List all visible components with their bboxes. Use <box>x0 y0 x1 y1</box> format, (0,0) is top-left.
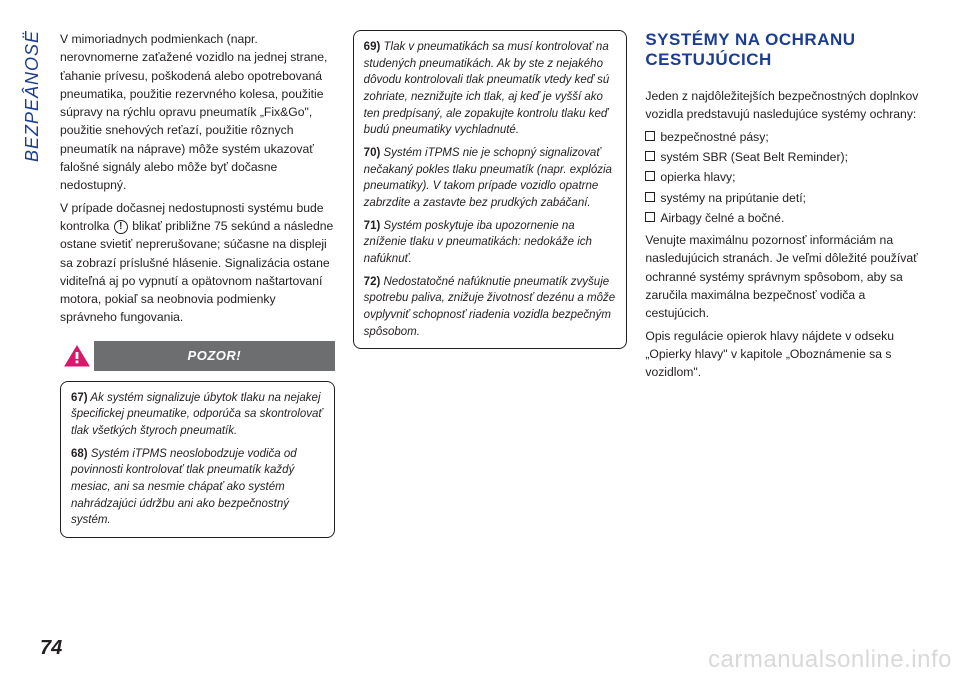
list-item: bezpečnostné pásy; <box>645 128 920 146</box>
note-70: 70) Systém iTPMS nie je schopný signaliz… <box>364 145 617 212</box>
note-71: 71) Systém poskytuje iba upozornenie na … <box>364 218 617 268</box>
column-1: V mimoriadnych podmienkach (napr. nerovn… <box>60 30 335 620</box>
note-number: 68) <box>71 448 88 460</box>
attention-label: POZOR! <box>94 346 335 366</box>
note-number: 72) <box>364 276 381 288</box>
list-item: opierka hlavy; <box>645 168 920 186</box>
square-bullet-icon <box>645 212 655 222</box>
note-number: 69) <box>364 41 381 53</box>
list-item-text: Airbagy čelné a bočné. <box>660 209 784 227</box>
paragraph: Jeden z najdôležitejších bezpečnostných … <box>645 87 920 124</box>
square-bullet-icon <box>645 192 655 202</box>
list-item-text: opierka hlavy; <box>660 168 735 186</box>
paragraph: Venujte maximálnu pozornosť informáciám … <box>645 231 920 322</box>
note-box-67-68: 67) Ak systém signalizuje úbytok tlaku n… <box>60 381 335 538</box>
warning-lamp-icon: ! <box>114 220 128 234</box>
note-text: Systém iTPMS neoslobodzuje vodiča od pov… <box>71 448 297 527</box>
body-text-1: V mimoriadnych podmienkach (napr. nerovn… <box>60 30 335 331</box>
section-vertical-label: BEZPEÂNOSË <box>22 30 43 162</box>
note-text: Tlak v pneumatikách sa musí kontrolovať … <box>364 41 610 136</box>
square-bullet-icon <box>645 151 655 161</box>
body-text-3: Jeden z najdôležitejších bezpečnostných … <box>645 87 920 385</box>
list-item: systém SBR (Seat Belt Reminder); <box>645 148 920 166</box>
bullet-list: bezpečnostné pásy; systém SBR (Seat Belt… <box>645 128 920 227</box>
text-fragment: blikať približne 75 sekúnd a následne os… <box>60 219 333 324</box>
note-67: 67) Ak systém signalizuje úbytok tlaku n… <box>71 390 324 440</box>
list-item-text: bezpečnostné pásy; <box>660 128 768 146</box>
note-text: Ak systém signalizuje úbytok tlaku na ne… <box>71 392 322 437</box>
section-heading: SYSTÉMY NA OCHRANU CESTUJÚCICH <box>645 30 920 69</box>
note-69: 69) Tlak v pneumatikách sa musí kontrolo… <box>364 39 617 139</box>
column-2: 69) Tlak v pneumatikách sa musí kontrolo… <box>353 30 628 620</box>
square-bullet-icon <box>645 131 655 141</box>
note-text: Systém poskytuje iba upozornenie na zníž… <box>364 220 592 265</box>
attention-triangle-icon <box>60 341 94 371</box>
list-item: Airbagy čelné a bočné. <box>645 209 920 227</box>
column-3: SYSTÉMY NA OCHRANU CESTUJÚCICH Jeden z n… <box>645 30 920 620</box>
paragraph: Opis regulácie opierok hlavy nájdete v o… <box>645 327 920 382</box>
page-number: 74 <box>40 637 62 660</box>
paragraph: V prípade dočasnej nedostupnosti systému… <box>60 199 335 327</box>
watermark: carmanualsonline.info <box>700 642 960 678</box>
note-number: 67) <box>71 392 88 404</box>
note-box-69-72: 69) Tlak v pneumatikách sa musí kontrolo… <box>353 30 628 349</box>
square-bullet-icon <box>645 171 655 181</box>
paragraph: V mimoriadnych podmienkach (napr. nerovn… <box>60 30 335 195</box>
note-text: Nedostatočné nafúknutie pneumatík zvyšuj… <box>364 276 615 338</box>
note-text: Systém iTPMS nie je schopný signalizovať… <box>364 147 612 209</box>
list-item-text: systémy na pripútanie detí; <box>660 189 806 207</box>
content-columns: V mimoriadnych podmienkach (napr. nerovn… <box>60 30 920 620</box>
list-item: systémy na pripútanie detí; <box>645 189 920 207</box>
note-72: 72) Nedostatočné nafúknutie pneumatík zv… <box>364 274 617 341</box>
note-68: 68) Systém iTPMS neoslobodzuje vodiča od… <box>71 446 324 529</box>
note-number: 71) <box>364 220 381 232</box>
list-item-text: systém SBR (Seat Belt Reminder); <box>660 148 848 166</box>
page: BEZPEÂNOSË V mimoriadnych podmienkach (n… <box>0 0 960 678</box>
attention-header: POZOR! <box>60 341 335 371</box>
note-number: 70) <box>364 147 381 159</box>
